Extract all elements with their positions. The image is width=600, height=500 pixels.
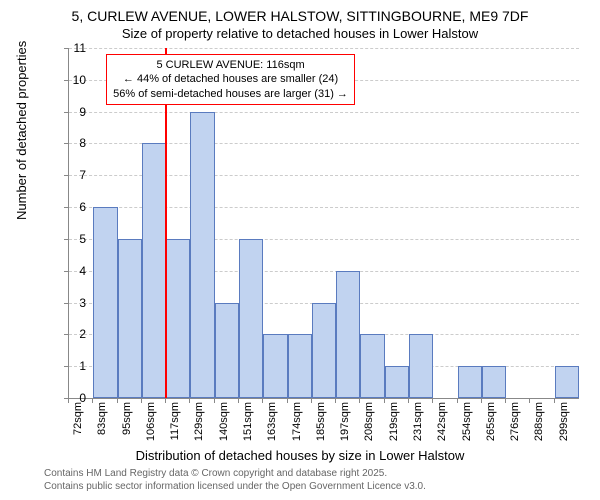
chart-title-sub: Size of property relative to detached ho… — [0, 26, 600, 41]
histogram-bar — [239, 239, 263, 398]
x-tick-label: 72sqm — [72, 402, 84, 446]
histogram-bar — [118, 239, 142, 398]
histogram-bar — [458, 366, 482, 398]
x-axis-label: Distribution of detached houses by size … — [0, 448, 600, 463]
chart-container: 5, CURLEW AVENUE, LOWER HALSTOW, SITTING… — [0, 0, 600, 500]
x-tick-mark — [189, 398, 190, 403]
y-tick-label: 2 — [66, 327, 86, 341]
histogram-bar — [190, 112, 214, 398]
y-tick-label: 3 — [66, 296, 86, 310]
y-tick-label: 10 — [66, 73, 86, 87]
x-tick-label: 140sqm — [218, 402, 230, 446]
x-tick-mark — [262, 398, 263, 403]
x-tick-label: 83sqm — [96, 402, 108, 446]
x-tick-mark — [384, 398, 385, 403]
x-tick-label: 95sqm — [121, 402, 133, 446]
x-tick-mark — [238, 398, 239, 403]
x-tick-mark — [68, 398, 69, 403]
x-tick-mark — [554, 398, 555, 403]
y-tick-label: 6 — [66, 200, 86, 214]
callout-line: 56% of semi-detached houses are larger (… — [113, 87, 348, 101]
x-tick-mark — [311, 398, 312, 403]
x-tick-label: 299sqm — [558, 402, 570, 446]
x-tick-label: 197sqm — [339, 402, 351, 446]
y-tick-label: 1 — [66, 359, 86, 373]
x-tick-label: 219sqm — [388, 402, 400, 446]
callout-line: 5 CURLEW AVENUE: 116sqm — [113, 58, 348, 72]
histogram-bar — [555, 366, 579, 398]
x-tick-mark — [432, 398, 433, 403]
histogram-bar — [166, 239, 190, 398]
x-tick-mark — [335, 398, 336, 403]
x-tick-label: 163sqm — [266, 402, 278, 446]
x-tick-mark — [408, 398, 409, 403]
histogram-bar — [360, 334, 384, 398]
x-tick-label: 185sqm — [315, 402, 327, 446]
x-tick-mark — [505, 398, 506, 403]
x-tick-mark — [359, 398, 360, 403]
histogram-bar — [93, 207, 117, 398]
histogram-bar — [263, 334, 287, 398]
y-grid-line — [69, 48, 579, 49]
histogram-bar — [385, 366, 409, 398]
x-tick-mark — [529, 398, 530, 403]
x-tick-label: 208sqm — [363, 402, 375, 446]
attribution-line2: Contains public sector information licen… — [44, 481, 426, 494]
x-tick-label: 117sqm — [169, 402, 181, 446]
x-tick-label: 242sqm — [436, 402, 448, 446]
x-tick-label: 254sqm — [461, 402, 473, 446]
x-tick-mark — [214, 398, 215, 403]
histogram-bar — [142, 143, 166, 398]
histogram-bar — [409, 334, 433, 398]
y-tick-label: 7 — [66, 168, 86, 182]
histogram-bar — [482, 366, 506, 398]
x-tick-label: 106sqm — [145, 402, 157, 446]
attribution-line1: Contains HM Land Registry data © Crown c… — [44, 468, 426, 481]
y-tick-label: 4 — [66, 264, 86, 278]
highlight-callout: 5 CURLEW AVENUE: 116sqm← 44% of detached… — [106, 54, 355, 105]
x-tick-mark — [92, 398, 93, 403]
histogram-bar — [312, 303, 336, 398]
chart-title-main: 5, CURLEW AVENUE, LOWER HALSTOW, SITTING… — [0, 8, 600, 24]
histogram-bar — [336, 271, 360, 398]
callout-line: ← 44% of detached houses are smaller (24… — [113, 72, 348, 86]
x-tick-mark — [117, 398, 118, 403]
x-tick-label: 151sqm — [242, 402, 254, 446]
y-grid-line — [69, 112, 579, 113]
x-tick-label: 129sqm — [193, 402, 205, 446]
histogram-bar — [215, 303, 239, 398]
x-tick-label: 231sqm — [412, 402, 424, 446]
x-tick-mark — [287, 398, 288, 403]
x-tick-label: 265sqm — [485, 402, 497, 446]
y-tick-label: 11 — [66, 41, 86, 55]
x-tick-mark — [165, 398, 166, 403]
y-axis-label: Number of detached properties — [14, 41, 29, 220]
x-tick-label: 288sqm — [533, 402, 545, 446]
y-tick-label: 5 — [66, 232, 86, 246]
x-tick-mark — [457, 398, 458, 403]
x-tick-label: 174sqm — [291, 402, 303, 446]
x-tick-mark — [481, 398, 482, 403]
histogram-bar — [288, 334, 312, 398]
attribution-text: Contains HM Land Registry data © Crown c… — [44, 468, 426, 493]
y-tick-label: 9 — [66, 105, 86, 119]
x-tick-label: 276sqm — [509, 402, 521, 446]
plot-area: 5 CURLEW AVENUE: 116sqm← 44% of detached… — [68, 48, 579, 399]
x-tick-mark — [141, 398, 142, 403]
y-tick-label: 8 — [66, 136, 86, 150]
